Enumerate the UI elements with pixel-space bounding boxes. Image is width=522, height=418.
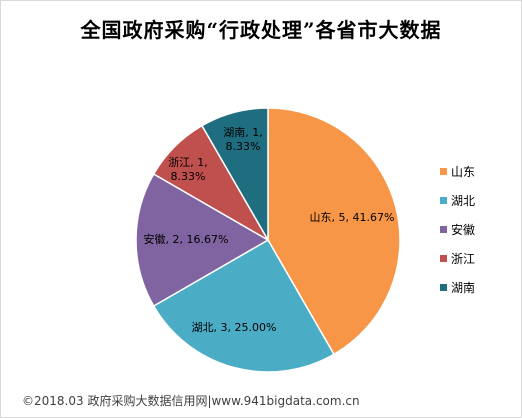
data-label-2: 湖北, 3, 25.00% <box>192 321 277 334</box>
chart-title: 全国政府采购“行政处理”各省市大数据 <box>80 18 442 42</box>
pie-slice-5 <box>200 107 269 243</box>
data-label-3: 安徽, 2, 16.67% <box>144 232 229 246</box>
legend-label-1: 山东 <box>451 165 475 179</box>
legend-swatch-5 <box>440 284 447 291</box>
data-label-1: 山东, 5, 41.67% <box>310 211 395 224</box>
legend-swatch-4 <box>440 255 447 262</box>
legend-swatch-1 <box>440 168 447 175</box>
pie-slice-2 <box>152 238 336 373</box>
legend-label-3: 安徽 <box>451 222 475 237</box>
footer-copyright: ©2018.03 政府采购大数据信用网|www.941bigdata.com.c… <box>22 394 360 408</box>
pie-slice-3 <box>135 172 270 308</box>
legend-label-4: 浙江 <box>451 252 475 266</box>
legend-swatch-3 <box>440 226 447 233</box>
legend-label-5: 湖南 <box>451 280 475 295</box>
data-label-5: 湖南, 1, 8.33% <box>223 126 263 153</box>
pie-slice-1 <box>267 107 401 356</box>
data-label-4: 浙江, 1, 8.33% <box>168 156 208 183</box>
legend-label-2: 湖北 <box>451 193 475 208</box>
legend-swatch-2 <box>440 197 447 204</box>
